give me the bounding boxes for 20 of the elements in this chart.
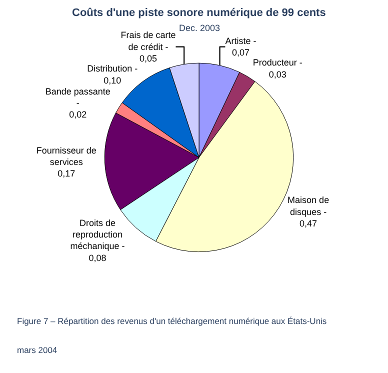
slice-label: Fournisseur de services	[36, 145, 96, 167]
data-label: 0,17	[58, 168, 76, 179]
slice-label: Artiste -	[225, 36, 256, 46]
data-label: 0,10	[104, 75, 122, 86]
slice-label: Droits de reproduction méchanique -	[70, 218, 125, 252]
chart-subtitle: Dec. 2003	[179, 23, 220, 33]
data-label: 0,02	[69, 110, 87, 120]
data-label: 0,03	[268, 69, 286, 80]
data-label: 0,07	[232, 48, 250, 58]
chart-title: Coûts d'une piste sonore numérique de 99 cents	[72, 7, 326, 19]
caption: Figure 7 – Répartition des revenus d'un téléchargement numérique aux États-Unis	[17, 316, 327, 326]
data-label: 0,47	[300, 218, 318, 229]
data-label: 0,05	[139, 54, 157, 64]
slice-label: Distribution -	[87, 64, 138, 74]
text: mars 2004	[17, 345, 58, 355]
slice-label: Bande passante -	[45, 86, 110, 108]
slice-label: Frais de carte de crédit -	[120, 30, 176, 52]
slice-label: Maison de disques -	[288, 195, 330, 217]
data-label: 0,08	[88, 252, 106, 263]
slice-label: Producteur -	[252, 58, 302, 68]
